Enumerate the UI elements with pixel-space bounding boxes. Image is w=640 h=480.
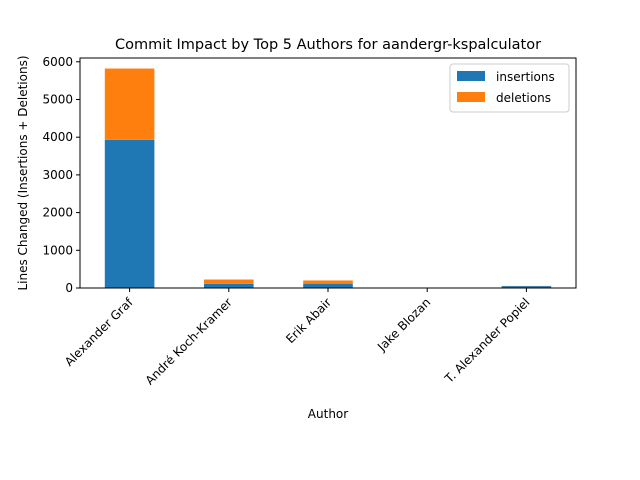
legend-label-insertions: insertions [496, 70, 555, 84]
y-tick-label: 2000 [42, 206, 73, 220]
y-tick-label: 1000 [42, 243, 73, 257]
legend-swatch-deletions [457, 92, 485, 102]
bar-deletions-1 [204, 279, 254, 284]
legend-label-deletions: deletions [496, 91, 551, 105]
y-axis: 0 1000 2000 3000 4000 5000 6000 [42, 55, 80, 295]
bar-deletions-0 [104, 68, 155, 140]
y-tick-label: 3000 [42, 168, 73, 182]
y-axis-label: Lines Changed (Insertions + Deletions) [16, 55, 30, 290]
legend-swatch-insertions [457, 71, 485, 81]
y-tick-label: 5000 [42, 92, 73, 106]
bar-insertions-2 [303, 283, 353, 288]
chart-title: Commit Impact by Top 5 Authors for aande… [115, 37, 541, 53]
bar-insertions-1 [204, 283, 254, 288]
bar-insertions-0 [104, 139, 155, 288]
legend: insertions deletions [449, 63, 570, 113]
y-tick-label: 4000 [42, 130, 73, 144]
x-axis-label: Author [308, 407, 348, 421]
bars [104, 68, 552, 288]
y-tick-label: 6000 [42, 55, 73, 69]
bar-deletions-2 [303, 280, 353, 284]
y-tick-label: 0 [65, 281, 73, 295]
bar-insertions-4 [501, 286, 552, 288]
